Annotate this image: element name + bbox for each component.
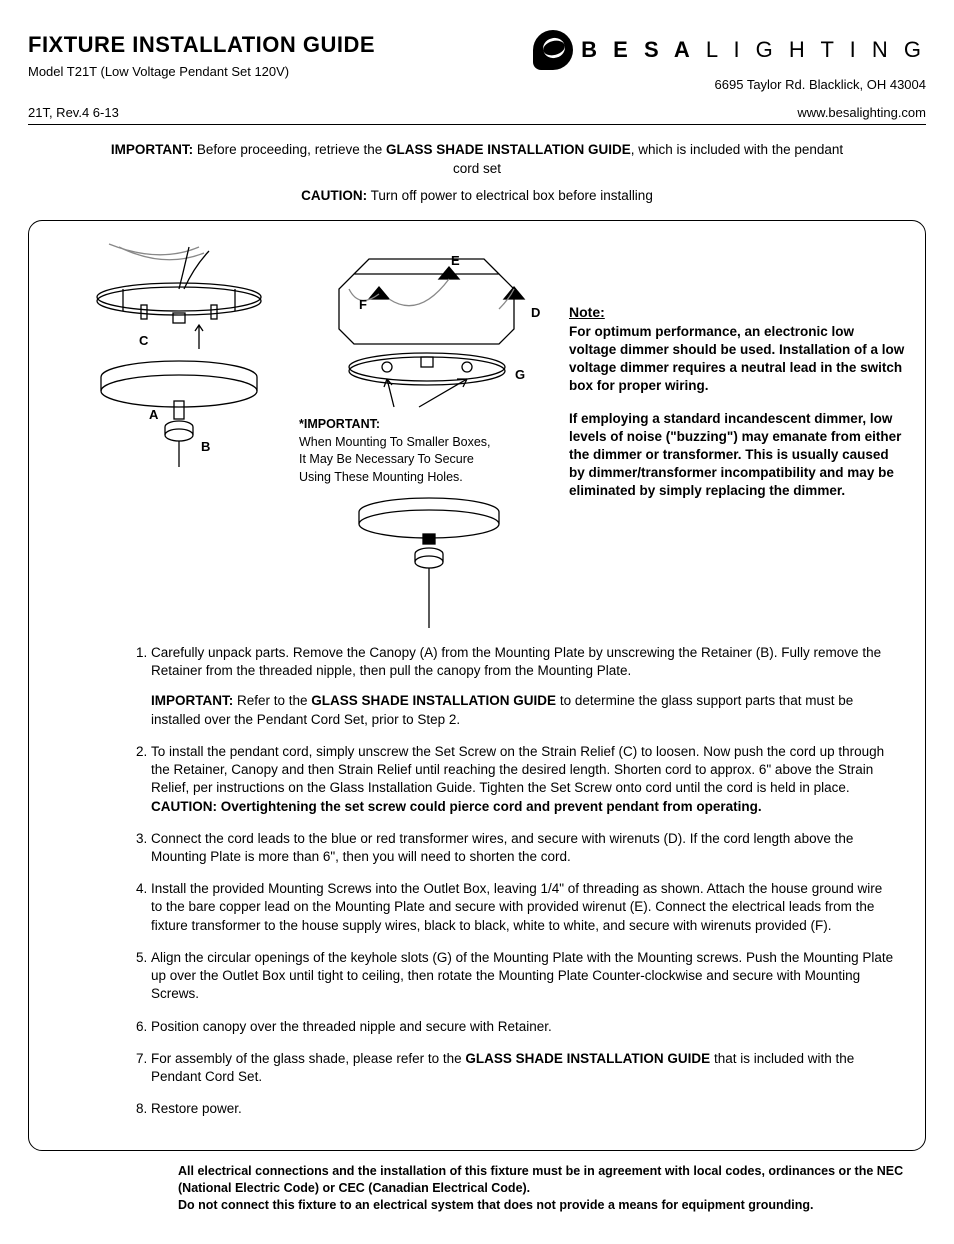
revision-row: 21T, Rev.4 6-13 www.besalighting.com [28, 104, 926, 125]
diagram-left: C A B [49, 233, 289, 469]
label-g: G [515, 367, 525, 382]
title-block: FIXTURE INSTALLATION GUIDE Model T21T (L… [28, 30, 375, 81]
step-5-text: Align the circular openings of the keyho… [151, 950, 893, 1001]
step-2-text: To install the pendant cord, simply unsc… [151, 744, 884, 795]
brand-name: B E S A L I G H T I N G [581, 35, 926, 66]
website-text: www.besalighting.com [797, 104, 926, 122]
diagram-center: E F D G *IMPORTANT: When Mounting To Sma… [299, 233, 559, 630]
mounting-note-l3: Using These Mounting Holes. [299, 469, 559, 487]
label-a: A [149, 407, 159, 422]
steps-list: Carefully unpack parts. Remove the Canop… [49, 644, 905, 1118]
step-6-text: Position canopy over the threaded nipple… [151, 1019, 552, 1034]
transformer-view-svg: E F D G [299, 239, 559, 414]
step-7-pre: For assembly of the glass shade, please … [151, 1051, 465, 1066]
mounting-note-title: *IMPORTANT: [299, 416, 559, 434]
label-c: C [139, 333, 149, 348]
footer-note: All electrical connections and the insta… [178, 1163, 918, 1214]
step-6: Position canopy over the threaded nipple… [151, 1018, 905, 1036]
brand-light: L I G H T I N G [695, 37, 926, 62]
label-b: B [201, 439, 210, 454]
step-3-text: Connect the cord leads to the blue or re… [151, 831, 853, 864]
mounting-note: *IMPORTANT: When Mounting To Smaller Box… [299, 416, 559, 486]
intro-block: IMPORTANT: Before proceeding, retrieve t… [97, 141, 857, 206]
exploded-view-svg: C A B [49, 239, 289, 469]
step-1-imp-label: IMPORTANT: [151, 693, 233, 708]
important-label: IMPORTANT: [111, 142, 193, 157]
step-7: For assembly of the glass shade, please … [151, 1050, 905, 1086]
step-7-bold: GLASS SHADE INSTALLATION GUIDE [465, 1051, 710, 1066]
main-box: C A B [28, 220, 926, 1151]
step-4: Install the provided Mounting Screws int… [151, 880, 905, 935]
label-d: D [531, 305, 540, 320]
note-paragraph-2: If employing a standard incandescent dim… [569, 410, 905, 501]
logo-row: B E S A L I G H T I N G [533, 30, 926, 70]
step-8-text: Restore power. [151, 1101, 242, 1116]
mounting-note-l1: When Mounting To Smaller Boxes, [299, 434, 559, 452]
step-1-important: IMPORTANT: Refer to the GLASS SHADE INST… [151, 692, 895, 728]
page-title: FIXTURE INSTALLATION GUIDE [28, 30, 375, 61]
step-1-text: Carefully unpack parts. Remove the Canop… [151, 645, 881, 678]
note-paragraph-1: For optimum performance, an electronic l… [569, 323, 905, 396]
intro-important: IMPORTANT: Before proceeding, retrieve t… [97, 141, 857, 179]
note-title: Note: [569, 303, 905, 323]
label-f: F [359, 297, 367, 312]
caution-text: Turn off power to electrical box before … [367, 188, 653, 203]
revision-text: 21T, Rev.4 6-13 [28, 104, 119, 122]
step-1: Carefully unpack parts. Remove the Canop… [151, 644, 905, 729]
step-1-imp-bold: GLASS SHADE INSTALLATION GUIDE [311, 693, 556, 708]
step-2-caution: CAUTION: Overtightening the set screw co… [151, 799, 762, 814]
model-line: Model T21T (Low Voltage Pendant Set 120V… [28, 63, 375, 81]
assembled-view-svg [329, 490, 529, 630]
header: FIXTURE INSTALLATION GUIDE Model T21T (L… [28, 30, 926, 94]
step-3: Connect the cord leads to the blue or re… [151, 830, 905, 866]
step-2: To install the pendant cord, simply unsc… [151, 743, 905, 816]
step-1-imp-pre: Refer to the [233, 693, 311, 708]
step-8: Restore power. [151, 1100, 905, 1118]
note-column: Note: For optimum performance, an electr… [569, 233, 905, 515]
step-4-text: Install the provided Mounting Screws int… [151, 881, 882, 932]
label-e: E [451, 253, 460, 268]
diagram-row: C A B [49, 233, 905, 630]
important-bold: GLASS SHADE INSTALLATION GUIDE [386, 142, 631, 157]
caution-label: CAUTION: [301, 188, 367, 203]
footer-line-2: Do not connect this fixture to an electr… [178, 1198, 814, 1212]
intro-caution: CAUTION: Turn off power to electrical bo… [97, 187, 857, 206]
address-line-1: 6695 Taylor Rd. Blacklick, OH 43004 [533, 76, 926, 94]
logo-block: B E S A L I G H T I N G 6695 Taylor Rd. … [533, 30, 926, 94]
step-5: Align the circular openings of the keyho… [151, 949, 905, 1004]
important-pre: Before proceeding, retrieve the [193, 142, 386, 157]
footer-line-1: All electrical connections and the insta… [178, 1164, 903, 1195]
brand-bold: B E S A [581, 37, 695, 62]
besa-logo-icon [533, 30, 573, 70]
mounting-note-l2: It May Be Necessary To Secure [299, 451, 559, 469]
